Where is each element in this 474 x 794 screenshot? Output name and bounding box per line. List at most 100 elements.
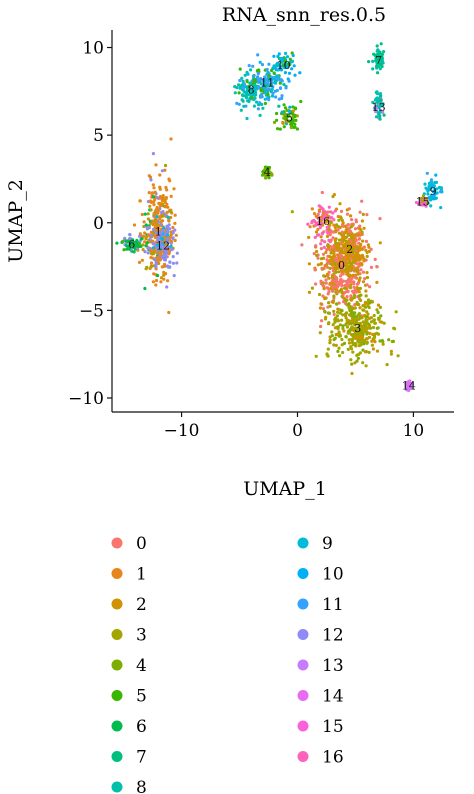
umap-point-cluster-0 bbox=[343, 283, 347, 288]
umap-point-cluster-9 bbox=[427, 188, 431, 192]
umap-point-cluster-2 bbox=[360, 247, 364, 251]
umap-point-cluster-0 bbox=[346, 223, 350, 227]
umap-point-cluster-0 bbox=[357, 231, 361, 235]
umap-point-cluster-9 bbox=[262, 86, 266, 90]
umap-point-cluster-6 bbox=[132, 246, 136, 250]
umap-point-cluster-10 bbox=[288, 105, 292, 109]
umap-point-cluster-3 bbox=[370, 343, 374, 347]
umap-point-cluster-5 bbox=[283, 59, 287, 63]
umap-point-cluster-6 bbox=[132, 250, 136, 254]
umap-point-cluster-12 bbox=[168, 227, 172, 231]
umap-point-cluster-7 bbox=[376, 71, 380, 75]
umap-point-cluster-1 bbox=[162, 262, 167, 266]
umap-point-cluster-0 bbox=[333, 257, 337, 261]
umap-point-cluster-5 bbox=[288, 57, 292, 61]
umap-point-cluster-3 bbox=[337, 334, 341, 338]
umap-point-cluster-9 bbox=[429, 204, 433, 208]
umap-point-cluster-3 bbox=[341, 326, 345, 331]
umap-point-cluster-2 bbox=[146, 217, 150, 221]
umap-point-cluster-1 bbox=[158, 173, 162, 177]
umap-point-cluster-9 bbox=[440, 190, 444, 194]
umap-point-cluster-12 bbox=[128, 232, 132, 237]
umap-point-cluster-10 bbox=[434, 173, 438, 177]
umap-point-cluster-3 bbox=[350, 337, 354, 341]
umap-point-cluster-4 bbox=[335, 302, 339, 306]
umap-point-cluster-3 bbox=[351, 326, 355, 330]
umap-point-cluster-3 bbox=[328, 266, 332, 270]
umap-point-cluster-5 bbox=[275, 111, 279, 116]
umap-point-cluster-11 bbox=[260, 63, 265, 67]
umap-point-cluster-9 bbox=[429, 181, 433, 185]
umap-point-cluster-3 bbox=[323, 309, 327, 313]
umap-point-cluster-2 bbox=[335, 262, 340, 266]
umap-point-cluster-1 bbox=[173, 213, 177, 217]
umap-point-cluster-4 bbox=[380, 339, 384, 343]
umap-point-cluster-1 bbox=[152, 203, 156, 207]
umap-point-cluster-3 bbox=[359, 298, 363, 302]
umap-point-cluster-1 bbox=[173, 221, 177, 225]
umap-point-cluster-16 bbox=[332, 218, 336, 222]
umap-point-cluster-11 bbox=[256, 107, 260, 111]
chart-title: RNA_snn_res.0.5 bbox=[222, 4, 386, 26]
legend-label-2: 2 bbox=[136, 595, 147, 615]
umap-point-cluster-8 bbox=[375, 49, 379, 53]
umap-point-cluster-1 bbox=[159, 280, 163, 284]
umap-point-cluster-9 bbox=[250, 88, 254, 92]
umap-point-cluster-3 bbox=[360, 327, 364, 331]
umap-point-cluster-3 bbox=[317, 292, 322, 297]
umap-point-cluster-2 bbox=[349, 297, 353, 301]
umap-point-cluster-5 bbox=[247, 84, 251, 88]
umap-point-cluster-3 bbox=[356, 317, 360, 321]
umap-point-cluster-3 bbox=[367, 350, 371, 354]
umap-point-cluster-3 bbox=[373, 321, 377, 325]
umap-point-cluster-11 bbox=[258, 101, 262, 105]
umap-point-cluster-1 bbox=[325, 218, 329, 222]
umap-point-cluster-3 bbox=[381, 342, 385, 346]
umap-point-cluster-16 bbox=[326, 210, 330, 214]
umap-point-cluster-1 bbox=[132, 223, 137, 227]
umap-point-cluster-1 bbox=[149, 256, 153, 260]
umap-point-cluster-9 bbox=[427, 196, 431, 200]
cluster-label-13: 13 bbox=[372, 101, 386, 114]
umap-point-cluster-0 bbox=[354, 290, 358, 294]
umap-point-cluster-3 bbox=[340, 218, 344, 222]
umap-point-cluster-7 bbox=[367, 60, 371, 64]
umap-point-cluster-11 bbox=[257, 78, 261, 82]
umap-point-cluster-10 bbox=[432, 197, 436, 201]
umap-point-cluster-2 bbox=[348, 264, 352, 268]
umap-point-cluster-2 bbox=[357, 278, 361, 283]
umap-point-cluster-9 bbox=[272, 64, 276, 68]
umap-point-cluster-0 bbox=[357, 264, 361, 268]
legend-key-0 bbox=[111, 537, 123, 549]
umap-point-cluster-5 bbox=[238, 67, 242, 71]
umap-point-cluster-5 bbox=[237, 91, 241, 95]
umap-point-cluster-1 bbox=[308, 225, 312, 229]
umap-point-cluster-0 bbox=[335, 279, 339, 283]
umap-point-cluster-12 bbox=[149, 178, 153, 182]
umap-point-cluster-3 bbox=[343, 314, 348, 318]
umap-point-cluster-6 bbox=[115, 241, 119, 245]
umap-point-cluster-2 bbox=[338, 202, 342, 206]
legend-key-10 bbox=[297, 568, 309, 579]
umap-point-cluster-3 bbox=[348, 286, 352, 290]
umap-point-cluster-0 bbox=[325, 265, 329, 269]
umap-point-cluster-3 bbox=[332, 294, 336, 298]
umap-point-cluster-7 bbox=[372, 52, 376, 56]
umap-point-cluster-9 bbox=[439, 206, 443, 210]
umap-point-cluster-2 bbox=[358, 258, 362, 262]
umap-point-cluster-2 bbox=[344, 244, 348, 248]
umap-point-cluster-2 bbox=[328, 281, 332, 285]
umap-point-cluster-1 bbox=[310, 207, 314, 211]
umap-point-cluster-2 bbox=[375, 280, 379, 284]
legend-label-10: 10 bbox=[322, 565, 344, 585]
umap-point-cluster-3 bbox=[349, 358, 353, 362]
umap-point-cluster-2 bbox=[362, 226, 366, 230]
umap-point-cluster-2 bbox=[328, 259, 332, 263]
umap-point-cluster-8 bbox=[254, 93, 258, 97]
umap-point-cluster-3 bbox=[357, 344, 361, 348]
umap-point-cluster-3 bbox=[350, 236, 354, 240]
umap-point-cluster-3 bbox=[375, 308, 379, 312]
umap-point-cluster-12 bbox=[163, 258, 167, 262]
umap-point-cluster-6 bbox=[148, 219, 152, 223]
umap-point-cluster-0 bbox=[373, 257, 377, 261]
